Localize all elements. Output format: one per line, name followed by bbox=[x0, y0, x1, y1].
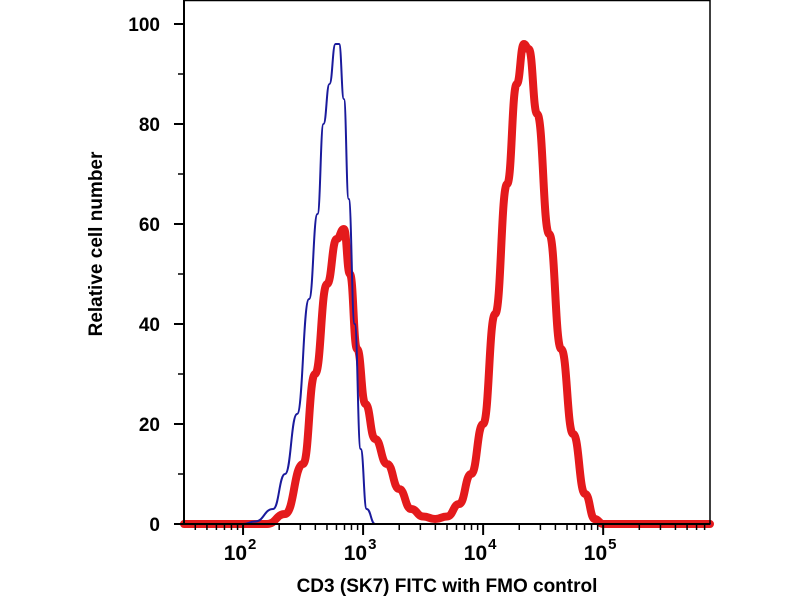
x-tick-base: 10 bbox=[224, 542, 247, 565]
series-line-cd3-fitc bbox=[180, 40, 714, 529]
x-tick-label: 10 bbox=[224, 542, 247, 565]
y-tick-label: 100 bbox=[128, 15, 160, 36]
x-tick-exponent: 4 bbox=[488, 536, 497, 553]
y-axis-label: Relative cell number bbox=[86, 151, 107, 336]
y-tick-label: 60 bbox=[139, 215, 160, 236]
y-tick-label: 40 bbox=[139, 315, 160, 336]
x-tick-base: 10 bbox=[464, 542, 487, 565]
x-tick-label: 10 bbox=[464, 542, 487, 565]
x-tick-exponent: 5 bbox=[608, 536, 616, 553]
y-tick-label: 0 bbox=[149, 515, 160, 536]
x-axis-label: CD3 (SK7) FITC with FMO control bbox=[297, 576, 598, 597]
x-tick-exponent: 2 bbox=[248, 536, 256, 553]
curves-layer bbox=[180, 40, 714, 529]
x-tick-label: 10 bbox=[584, 542, 607, 565]
x-tick-base: 10 bbox=[344, 542, 367, 565]
series-line-fmo-control bbox=[183, 42, 711, 526]
y-tick-label: 20 bbox=[139, 415, 160, 436]
x-tick-exponent: 3 bbox=[368, 536, 376, 553]
x-tick-base: 10 bbox=[584, 542, 607, 565]
y-tick-label: 80 bbox=[139, 115, 160, 136]
x-tick-label: 10 bbox=[344, 542, 367, 565]
